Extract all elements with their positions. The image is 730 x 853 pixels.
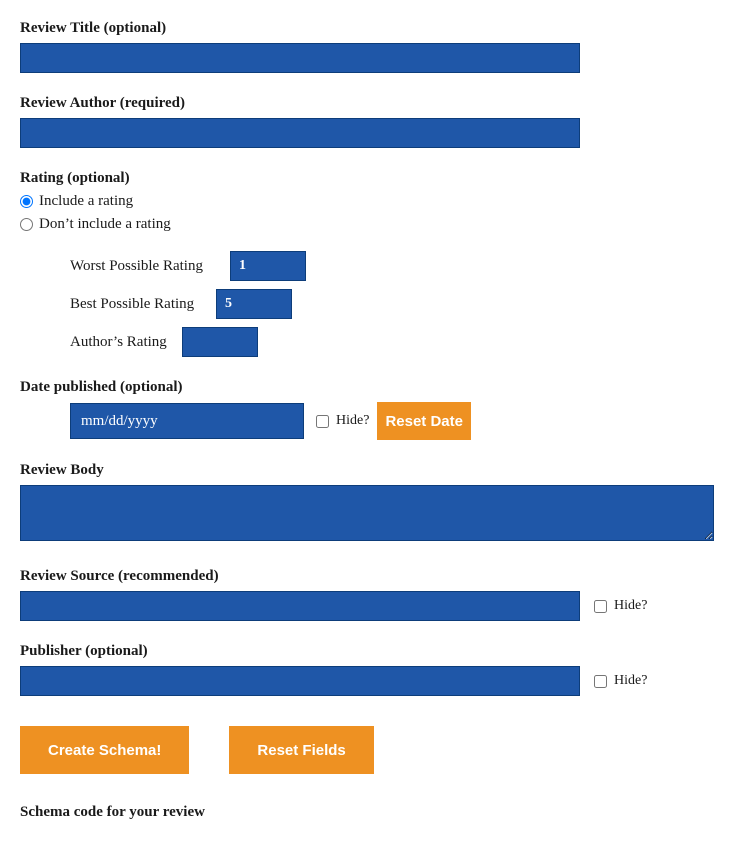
action-button-row: Create Schema! Reset Fields: [20, 726, 710, 774]
review-author-label: Review Author (required): [20, 95, 710, 112]
publisher-row: Hide?: [20, 666, 710, 696]
date-published-row: Hide? Reset Date: [70, 402, 710, 440]
date-published-label: Date published (optional): [20, 379, 710, 396]
review-source-hide-wrap: Hide?: [590, 597, 647, 616]
date-published-group: Date published (optional) Hide? Reset Da…: [20, 379, 710, 440]
publisher-input[interactable]: [20, 666, 580, 696]
rating-exclude-radio[interactable]: [20, 218, 33, 231]
review-body-label: Review Body: [20, 462, 710, 479]
review-title-group: Review Title (optional): [20, 20, 710, 73]
review-body-group: Review Body: [20, 462, 710, 546]
date-hide-label: Hide?: [336, 413, 369, 429]
publisher-group: Publisher (optional) Hide?: [20, 643, 710, 696]
worst-rating-row: Worst Possible Rating: [70, 251, 710, 281]
best-rating-label: Best Possible Rating: [70, 296, 230, 313]
worst-rating-input[interactable]: [230, 251, 306, 281]
author-rating-input[interactable]: [182, 327, 258, 357]
author-rating-row: Author’s Rating: [70, 327, 710, 357]
review-source-hide-label: Hide?: [614, 598, 647, 614]
rating-include-radio[interactable]: [20, 195, 33, 208]
best-rating-row: Best Possible Rating: [70, 289, 710, 319]
publisher-hide-checkbox[interactable]: [594, 675, 607, 688]
review-source-group: Review Source (recommended) Hide?: [20, 568, 710, 621]
reset-fields-button[interactable]: Reset Fields: [229, 726, 373, 774]
review-body-input[interactable]: [20, 485, 714, 541]
date-published-input[interactable]: [70, 403, 304, 439]
schema-code-heading: Schema code for your review: [20, 804, 710, 821]
rating-exclude-row: Don’t include a rating: [20, 216, 710, 233]
date-hide-wrap: Hide?: [312, 412, 369, 431]
review-source-label: Review Source (recommended): [20, 568, 710, 585]
review-author-input[interactable]: [20, 118, 580, 148]
review-author-group: Review Author (required): [20, 95, 710, 148]
worst-rating-label: Worst Possible Rating: [70, 258, 230, 275]
review-source-row: Hide?: [20, 591, 710, 621]
publisher-hide-label: Hide?: [614, 673, 647, 689]
review-title-label: Review Title (optional): [20, 20, 710, 37]
publisher-hide-wrap: Hide?: [590, 672, 647, 691]
rating-label: Rating (optional): [20, 170, 710, 187]
rating-sub-group: Worst Possible Rating Best Possible Rati…: [70, 251, 710, 357]
reset-date-button[interactable]: Reset Date: [377, 402, 471, 440]
publisher-label: Publisher (optional): [20, 643, 710, 660]
best-rating-input[interactable]: [216, 289, 292, 319]
review-source-hide-checkbox[interactable]: [594, 600, 607, 613]
rating-exclude-text: Don’t include a rating: [39, 216, 171, 233]
rating-include-text: Include a rating: [39, 193, 133, 210]
rating-group: Rating (optional) Include a rating Don’t…: [20, 170, 710, 357]
create-schema-button[interactable]: Create Schema!: [20, 726, 189, 774]
review-source-input[interactable]: [20, 591, 580, 621]
review-title-input[interactable]: [20, 43, 580, 73]
rating-include-row: Include a rating: [20, 193, 710, 210]
date-hide-checkbox[interactable]: [316, 415, 329, 428]
